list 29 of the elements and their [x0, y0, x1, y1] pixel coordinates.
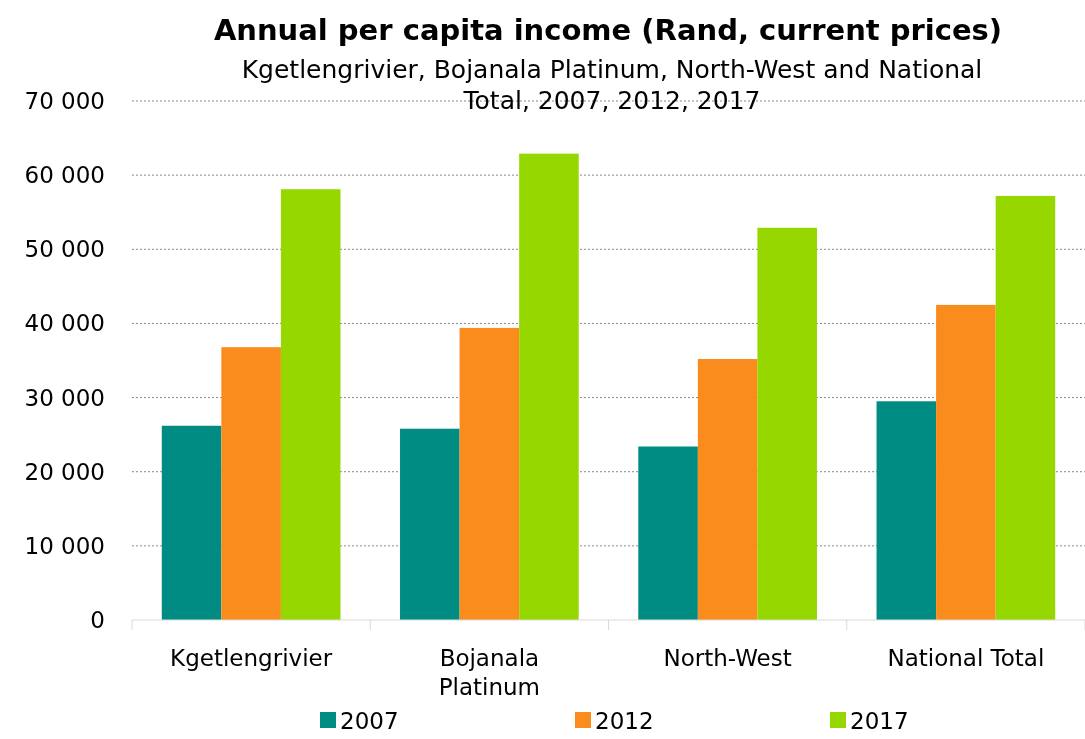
- bar: [757, 227, 817, 620]
- bar: [519, 153, 579, 620]
- x-tick-label: National Total: [887, 645, 1045, 671]
- x-tick-label: North-West: [663, 645, 792, 671]
- bar: [995, 195, 1056, 620]
- legend-label: 2017: [850, 708, 909, 734]
- chart-subtitle: Kgetlengrivier, Bojanala Platinum, North-West and National Total, 2007, 2012, 2017: [241, 55, 983, 115]
- bar: [221, 347, 281, 620]
- bar: [876, 401, 937, 620]
- y-tick-label: 50 000: [24, 236, 105, 263]
- bar: [459, 327, 520, 620]
- legend-label: 2007: [340, 708, 399, 734]
- y-tick-label: 40 000: [24, 310, 105, 337]
- y-tick-label: 60 000: [24, 162, 105, 189]
- bar: [638, 446, 698, 620]
- y-tick-label: 70 000: [24, 88, 105, 115]
- y-tick-label: 20 000: [24, 458, 105, 485]
- bar: [161, 425, 222, 620]
- y-tick-label: 10 000: [24, 532, 105, 559]
- bar: [697, 359, 758, 620]
- legend-label: 2012: [595, 708, 654, 734]
- chart-title: Annual per capita income (Rand, current prices): [213, 13, 1003, 47]
- bar: [400, 428, 460, 620]
- bar: [936, 304, 996, 620]
- x-tick-label: Kgetlengrivier: [170, 645, 333, 671]
- x-tick-label: Bojanala Platinum: [438, 645, 541, 700]
- y-tick-label: 0: [90, 607, 105, 634]
- bar: [280, 189, 341, 620]
- y-tick-label: 30 000: [24, 384, 105, 411]
